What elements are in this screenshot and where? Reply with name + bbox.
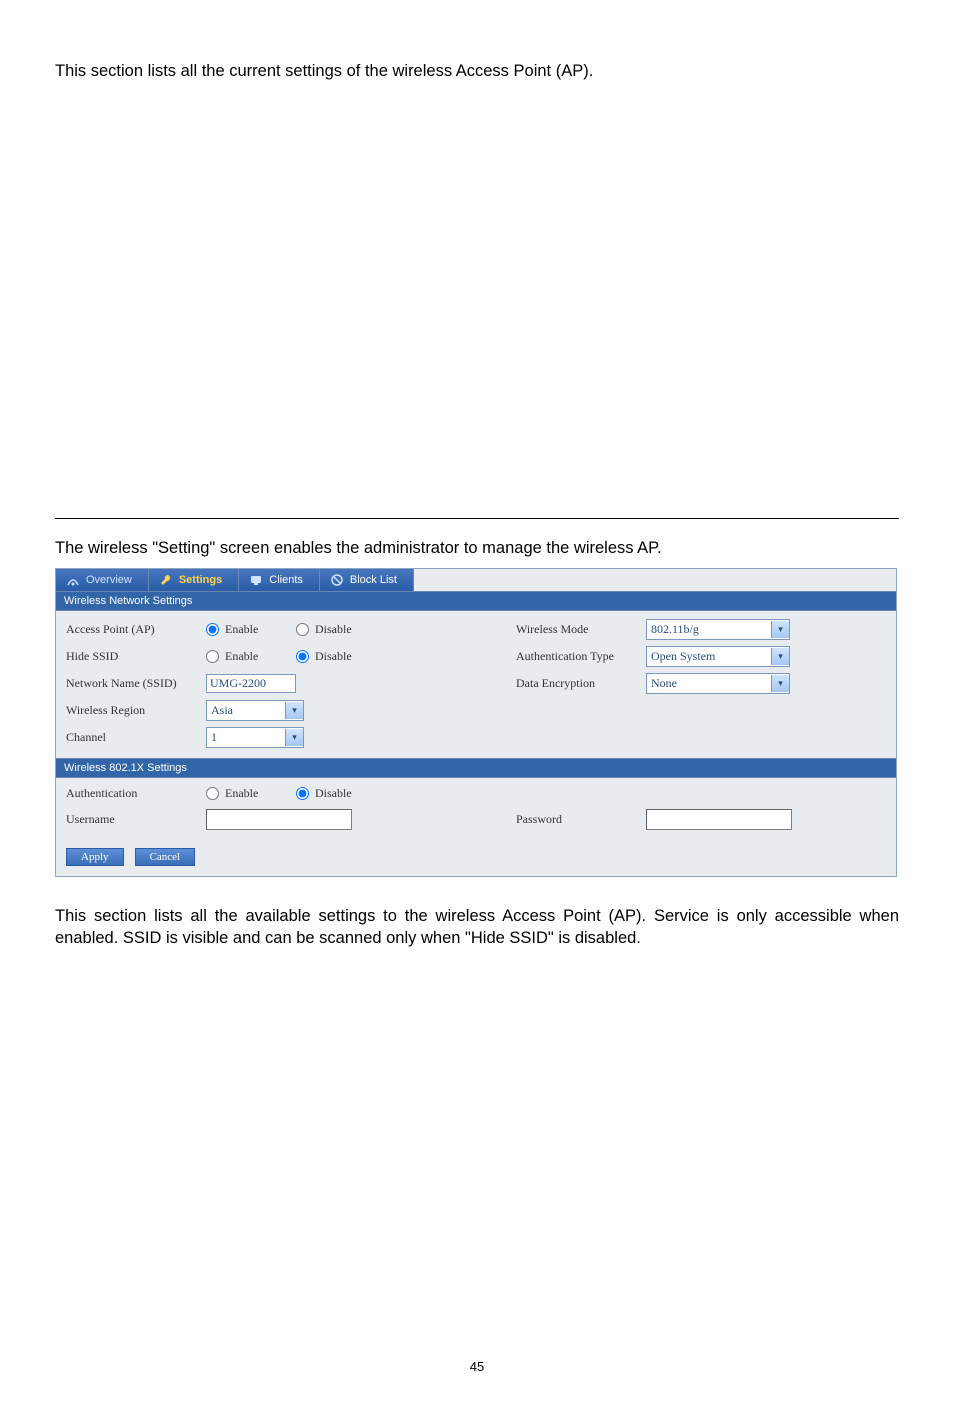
radio-label-enable: Enable bbox=[225, 786, 258, 801]
wrench-icon bbox=[159, 573, 173, 587]
hidessid-enable-radio[interactable]: Enable bbox=[206, 649, 296, 664]
select-auth-type[interactable]: Open System ▾ bbox=[646, 646, 790, 667]
ap-enable-radio[interactable]: Enable bbox=[206, 622, 296, 637]
tab-block-list[interactable]: Block List bbox=[320, 569, 414, 591]
section-title-network: Wireless Network Settings bbox=[56, 591, 896, 611]
tab-overview[interactable]: Overview bbox=[56, 569, 149, 591]
apply-button[interactable]: Apply bbox=[66, 848, 124, 866]
select-channel-value: 1 bbox=[211, 730, 217, 745]
tab-clients-label: Clients bbox=[269, 574, 303, 586]
chevron-down-icon: ▾ bbox=[771, 621, 789, 638]
tab-overview-label: Overview bbox=[86, 574, 132, 586]
select-mode-value: 802.11b/g bbox=[651, 622, 699, 637]
radio-label-disable: Disable bbox=[315, 649, 352, 664]
auth-enable-radio[interactable]: Enable bbox=[206, 786, 296, 801]
label-username: Username bbox=[66, 812, 206, 827]
username-input[interactable] bbox=[206, 809, 352, 830]
auth-disable-radio[interactable]: Disable bbox=[296, 786, 406, 801]
label-auth-type: Authentication Type bbox=[516, 649, 646, 664]
block-icon bbox=[330, 573, 344, 587]
label-channel: Channel bbox=[66, 730, 206, 745]
tab-clients[interactable]: Clients bbox=[239, 569, 320, 591]
button-row: Apply Cancel bbox=[56, 840, 896, 876]
select-region-value: Asia bbox=[211, 703, 233, 718]
page-number: 45 bbox=[55, 1359, 899, 1374]
select-region[interactable]: Asia ▾ bbox=[206, 700, 304, 721]
chevron-down-icon: ▾ bbox=[285, 702, 303, 719]
tab-block-label: Block List bbox=[350, 574, 397, 586]
hidessid-disable-radio[interactable]: Disable bbox=[296, 649, 406, 664]
radio-label-disable: Disable bbox=[315, 786, 352, 801]
cancel-button[interactable]: Cancel bbox=[135, 848, 196, 866]
clients-icon bbox=[249, 573, 263, 587]
section-title-8021x: Wireless 802.1X Settings bbox=[56, 758, 896, 778]
label-region: Wireless Region bbox=[66, 703, 206, 718]
ap-disable-radio[interactable]: Disable bbox=[296, 622, 406, 637]
label-encryption: Data Encryption bbox=[516, 676, 646, 691]
chevron-down-icon: ▾ bbox=[771, 648, 789, 665]
chevron-down-icon: ▾ bbox=[285, 729, 303, 746]
radio-label-disable: Disable bbox=[315, 622, 352, 637]
select-encryption-value: None bbox=[651, 676, 677, 691]
label-authentication: Authentication bbox=[66, 786, 206, 801]
tab-bar: Overview Settings Clients Block List bbox=[56, 569, 896, 591]
ssid-input[interactable] bbox=[206, 674, 296, 693]
tab-settings[interactable]: Settings bbox=[149, 569, 239, 591]
dot1x-section-body: Authentication Enable Disable Username P… bbox=[56, 778, 896, 840]
radio-label-enable: Enable bbox=[225, 622, 258, 637]
tab-settings-label: Settings bbox=[179, 574, 222, 586]
password-input[interactable] bbox=[646, 809, 792, 830]
label-hide-ssid: Hide SSID bbox=[66, 649, 206, 664]
network-section-body: Access Point (AP) Enable Disable Wireles… bbox=[56, 611, 896, 758]
label-mode: Wireless Mode bbox=[516, 622, 646, 637]
signal-icon bbox=[66, 573, 80, 587]
radio-label-enable: Enable bbox=[225, 649, 258, 664]
select-encryption[interactable]: None ▾ bbox=[646, 673, 790, 694]
label-ap: Access Point (AP) bbox=[66, 622, 206, 637]
label-ssid-name: Network Name (SSID) bbox=[66, 676, 206, 691]
intro-paragraph: This section lists all the current setti… bbox=[55, 60, 899, 82]
select-auth-value: Open System bbox=[651, 649, 715, 664]
label-password: Password bbox=[516, 812, 646, 827]
wireless-settings-panel: Overview Settings Clients Block List Wir… bbox=[55, 568, 897, 877]
setting-intro-paragraph: The wireless "Setting" screen enables th… bbox=[55, 537, 899, 559]
select-mode[interactable]: 802.11b/g ▾ bbox=[646, 619, 790, 640]
available-paragraph: This section lists all the available set… bbox=[55, 905, 899, 950]
select-channel[interactable]: 1▾ bbox=[206, 727, 304, 748]
chevron-down-icon: ▾ bbox=[771, 675, 789, 692]
divider bbox=[55, 518, 899, 519]
